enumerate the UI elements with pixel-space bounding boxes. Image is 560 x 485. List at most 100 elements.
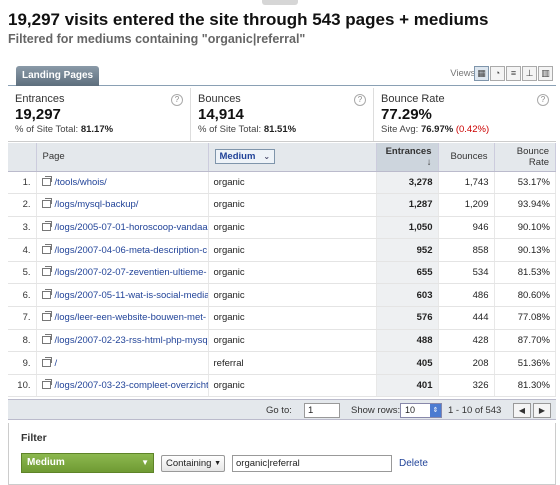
metric-sub-value: 81.51%: [263, 124, 297, 135]
performance-view-icon[interactable]: ≡: [506, 66, 521, 81]
metric-name: Bounces: [198, 93, 241, 105]
row-index: 4.: [8, 238, 37, 262]
show-rows-select[interactable]: 10 ⇕: [400, 403, 442, 418]
help-icon[interactable]: ?: [354, 94, 366, 106]
next-page-button[interactable]: ▶: [533, 403, 551, 418]
entrances-cell: 952: [376, 238, 439, 262]
pagination-bar: Go to: 1 Show rows: 10 ⇕ 1 - 10 of 543 ◀ …: [8, 399, 556, 420]
summary-entrances: Entrances 19,297 % of Site Total: 81.17%…: [8, 88, 191, 141]
open-page-icon[interactable]: [41, 198, 52, 209]
filter-dimension-select[interactable]: Medium ▼: [21, 453, 154, 473]
row-index: 3.: [8, 216, 37, 240]
bounce-rate-cell: 80.60%: [494, 283, 556, 308]
bounce-rate-cell: 87.70%: [494, 329, 556, 353]
page-cell: /logs/2007-05-11-wat-is-social-media: [36, 283, 209, 308]
page-link[interactable]: /logs/2007-05-11-wat-is-social-media: [54, 289, 208, 301]
tab-landing-pages[interactable]: Landing Pages: [16, 66, 100, 86]
index-header: [8, 143, 37, 172]
filter-value-input[interactable]: organic|referral: [232, 455, 392, 472]
table-row: 4. /logs/2007-04-06-meta-description-c org…: [8, 238, 556, 262]
pivot-view-icon[interactable]: ▥: [538, 66, 553, 81]
entrances-cell: 1,287: [376, 193, 439, 217]
medium-cell: organic: [208, 238, 377, 262]
bounces-header[interactable]: Bounces: [438, 143, 495, 172]
medium-cell: organic: [208, 171, 377, 195]
open-page-icon[interactable]: [41, 333, 52, 344]
open-page-icon[interactable]: [41, 243, 52, 254]
pie-view-icon[interactable]: ◔: [490, 66, 505, 81]
entrances-cell: 1,050: [376, 216, 439, 240]
metric-sub-label: % of Site Total:: [198, 124, 262, 135]
page-subtitle: Filtered for mediums containing "organic…: [8, 32, 306, 46]
dropdown-arrow-icon: ▼: [141, 458, 149, 467]
dropdown-arrow-icon: ⇕: [430, 404, 441, 417]
filter-condition-select[interactable]: Containing ▼: [161, 455, 225, 472]
metric-summary: Entrances 19,297 % of Site Total: 81.17%…: [8, 88, 556, 142]
row-index: 2.: [8, 193, 37, 217]
page-header[interactable]: Page: [36, 143, 209, 172]
metric-sub-label: % of Site Total:: [15, 124, 79, 135]
metric-name: Bounce Rate: [381, 93, 445, 105]
medium-dimension-select[interactable]: Medium ⌄: [214, 149, 276, 165]
view-switcher: ▦ ◔ ≡ ⊥ ▥: [473, 66, 553, 81]
page-link[interactable]: /logs/2007-02-07-zeventien-ultieme-: [54, 267, 207, 279]
delete-filter-link[interactable]: Delete: [399, 458, 428, 469]
medium-cell: organic: [208, 283, 377, 308]
page-title: 19,297 visits entered the site through 5…: [8, 10, 489, 29]
open-page-icon[interactable]: [41, 175, 52, 186]
metric-value: 14,914: [198, 106, 244, 123]
medium-cell: organic: [208, 329, 377, 353]
bounce-rate-cell: 90.10%: [494, 216, 556, 240]
table-row: 9. / referral 405 208 51.36%: [8, 351, 556, 375]
page-link[interactable]: /logs/2007-02-23-rss-html-php-mysq: [54, 334, 208, 346]
page-cell: /logs/2007-03-23-compleet-overzicht: [36, 374, 209, 398]
open-page-icon[interactable]: [41, 379, 52, 390]
filter-panel: Filter Medium ▼ Containing ▼ organic|refer…: [8, 423, 556, 485]
comparison-view-icon[interactable]: ⊥: [522, 66, 537, 81]
open-page-icon[interactable]: [41, 356, 52, 367]
page-link[interactable]: /tools/whois/: [54, 176, 107, 188]
bounces-cell: 444: [438, 306, 495, 330]
page-link[interactable]: /logs/2007-04-06-meta-description-c: [54, 244, 208, 256]
page-link[interactable]: /logs/leer-een-website-bouwen-met-: [54, 312, 207, 324]
help-icon[interactable]: ?: [171, 94, 183, 106]
goto-page-input[interactable]: 1: [304, 403, 340, 418]
entrances-header[interactable]: Entrances ↓: [376, 143, 439, 172]
page-link[interactable]: /logs/2007-03-23-compleet-overzicht: [54, 380, 208, 392]
open-page-icon[interactable]: [41, 311, 52, 322]
table-view-icon[interactable]: ▦: [474, 66, 489, 81]
table-row: 1. /tools/whois/organic 3,278 1,743 53.17%: [8, 171, 556, 195]
page-cell: /: [36, 351, 209, 375]
row-index: 6.: [8, 283, 37, 308]
bounce-rate-cell: 81.30%: [494, 374, 556, 398]
open-page-icon[interactable]: [41, 220, 52, 231]
bounce-rate-header[interactable]: Bounce Rate: [494, 143, 556, 172]
entrances-cell: 488: [376, 329, 439, 353]
bounce-rate-cell: 51.36%: [494, 351, 556, 375]
metric-name: Entrances: [15, 93, 65, 105]
summary-bounces: Bounces 14,914 % of Site Total: 81.51% ?: [191, 88, 374, 141]
medium-cell: organic: [208, 261, 377, 285]
table-row: 2. /logs/mysql-backup/organic 1,287 1,209 93…: [8, 193, 556, 217]
page-link[interactable]: /: [54, 357, 58, 369]
landing-pages-table: Page Medium ⌄ Entrances ↓ Bounces Bounce …: [8, 143, 556, 398]
prev-page-button[interactable]: ◀: [513, 403, 531, 418]
entrances-cell: 603: [376, 283, 439, 308]
sort-desc-icon: ↓: [426, 156, 432, 168]
bounces-cell: 486: [438, 283, 495, 308]
help-icon[interactable]: ?: [537, 94, 549, 106]
page-cell: /logs/2005-07-01-horoscoop-vandaa: [36, 216, 209, 240]
filter-title: Filter: [21, 432, 47, 444]
open-page-icon[interactable]: [41, 266, 52, 277]
bounces-cell: 534: [438, 261, 495, 285]
bounce-rate-cell: 53.17%: [494, 171, 556, 195]
open-page-icon[interactable]: [41, 288, 52, 299]
goto-label: Go to:: [266, 405, 292, 416]
page-cell: /logs/2007-02-23-rss-html-php-mysq: [36, 329, 209, 353]
bounces-cell: 858: [438, 238, 495, 262]
show-rows-label: Show rows:: [351, 405, 401, 416]
page-link[interactable]: /logs/2005-07-01-horoscoop-vandaa: [54, 221, 208, 233]
page-link[interactable]: /logs/mysql-backup/: [54, 199, 139, 211]
bounce-rate-cell: 93.94%: [494, 193, 556, 217]
dropdown-arrow-icon: ▼: [214, 460, 221, 467]
